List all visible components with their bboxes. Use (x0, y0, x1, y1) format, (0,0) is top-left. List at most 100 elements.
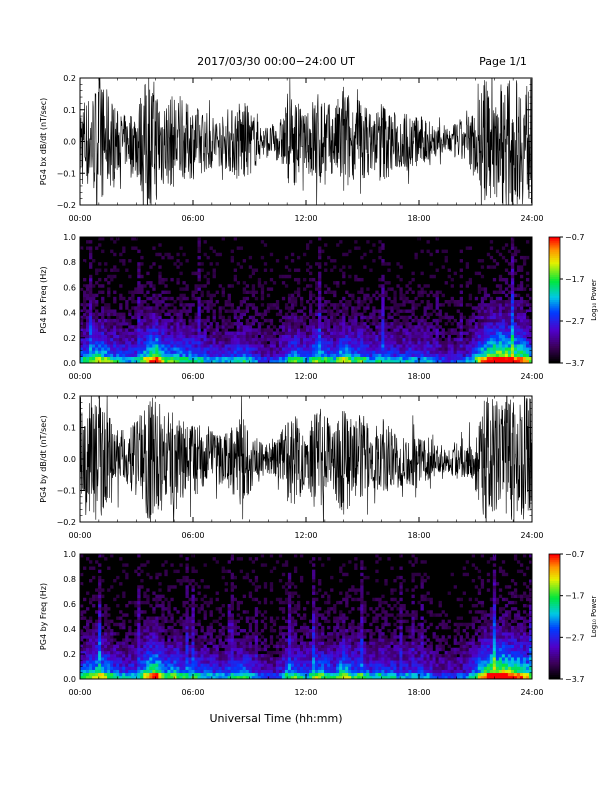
heatmap-cell (161, 281, 165, 285)
heatmap-cell (95, 635, 99, 639)
heatmap-cell (101, 328, 105, 332)
heatmap-cell (218, 331, 222, 335)
heatmap-cell (95, 281, 99, 285)
heatmap-cell (212, 638, 216, 642)
heatmap-cell (441, 356, 445, 361)
heatmap-cell (128, 331, 132, 335)
heatmap-cell (381, 284, 385, 288)
heatmap-cell (191, 585, 195, 589)
heatmap-cell (107, 312, 111, 317)
heatmap-cell (179, 337, 183, 342)
heatmap-cell (465, 356, 470, 361)
heatmap-cell (459, 353, 463, 357)
heatmap-cell (468, 347, 473, 351)
heatmap-cell (92, 644, 96, 649)
heatmap-cell (155, 350, 159, 354)
heatmap-cell (194, 672, 198, 677)
heatmap-cell (173, 629, 177, 633)
heatmap-cell (263, 331, 268, 335)
heatmap-cell (140, 654, 144, 658)
heatmap-cell (363, 356, 367, 361)
heatmap-cell (131, 663, 135, 667)
heatmap-cell (131, 672, 135, 677)
heatmap-cell (137, 353, 141, 357)
heatmap-cell (251, 290, 256, 294)
heatmap-cell (239, 303, 244, 307)
heatmap-cell (95, 594, 99, 599)
heatmap-cell (101, 638, 105, 642)
heatmap-cell (405, 347, 409, 351)
heatmap-cell (233, 274, 237, 279)
heatmap-cell (179, 312, 183, 317)
heatmap-cell (239, 300, 244, 304)
heatmap-cell (134, 641, 138, 645)
y-tick-label: −0.1 (57, 169, 76, 178)
heatmap-cell (134, 610, 138, 614)
heatmap-cell (236, 641, 240, 645)
colorbar-segment (549, 321, 560, 324)
heatmap-cell (140, 675, 144, 680)
heatmap-cell (197, 607, 201, 611)
heatmap-cell (119, 625, 123, 630)
heatmap-cell (134, 635, 138, 639)
heatmap-cell (98, 318, 102, 323)
heatmap-cell (101, 641, 105, 645)
heatmap-cell (248, 675, 253, 680)
heatmap-cell (483, 331, 488, 335)
heatmap-cell (143, 356, 147, 361)
heatmap-cell (522, 337, 527, 342)
heatmap-cell (248, 325, 253, 329)
heatmap-cell (348, 344, 352, 348)
heatmap-cell (384, 293, 388, 298)
heatmap-cell (125, 356, 129, 361)
heatmap-cell (230, 616, 234, 620)
heatmap-cell (495, 337, 500, 342)
heatmap-cell (125, 660, 129, 664)
heatmap-cell (516, 306, 521, 310)
heatmap-cell (269, 344, 274, 348)
heatmap-cell (101, 312, 105, 317)
heatmap-cell (182, 306, 186, 310)
heatmap-cell (197, 334, 201, 339)
heatmap-cell (426, 353, 430, 357)
heatmap-cell (209, 322, 213, 326)
heatmap-cell (474, 340, 479, 345)
heatmap-cell (221, 663, 225, 667)
heatmap-cell (495, 359, 500, 364)
heatmap-cell (98, 632, 102, 636)
heatmap-cell (158, 334, 162, 339)
heatmap-cell (116, 334, 120, 339)
heatmap-cell (185, 629, 189, 633)
heatmap-cell (257, 340, 262, 345)
heatmap-cell (269, 322, 274, 326)
heatmap-cell (474, 347, 479, 351)
heatmap-cell (278, 356, 283, 361)
heatmap-cell (107, 644, 111, 649)
heatmap-cell (209, 344, 213, 348)
heatmap-cell (113, 644, 117, 649)
heatmap-cell (191, 669, 195, 674)
heatmap-cell (450, 359, 454, 364)
heatmap-cell (218, 359, 222, 364)
heatmap-cell (137, 666, 141, 670)
heatmap-cell (116, 647, 120, 652)
heatmap-cell (95, 344, 99, 348)
heatmap-cell (113, 660, 117, 664)
heatmap-cell (432, 347, 436, 351)
heatmap-cell (191, 638, 195, 642)
heatmap-cell (149, 325, 153, 329)
heatmap-cell (218, 344, 222, 348)
heatmap-cell (92, 654, 96, 658)
heatmap-cell (113, 666, 117, 670)
heatmap-cell (396, 340, 400, 345)
heatmap-cell (104, 318, 108, 323)
heatmap-cell (152, 350, 156, 354)
heatmap-cell (254, 675, 259, 680)
heatmap-cell (89, 663, 93, 667)
heatmap-cell (486, 331, 491, 335)
heatmap-cell (164, 322, 168, 326)
heatmap-cell (125, 322, 129, 326)
heatmap-cell (212, 344, 216, 348)
heatmap-cell (104, 666, 108, 670)
heatmap-cell (504, 344, 509, 348)
